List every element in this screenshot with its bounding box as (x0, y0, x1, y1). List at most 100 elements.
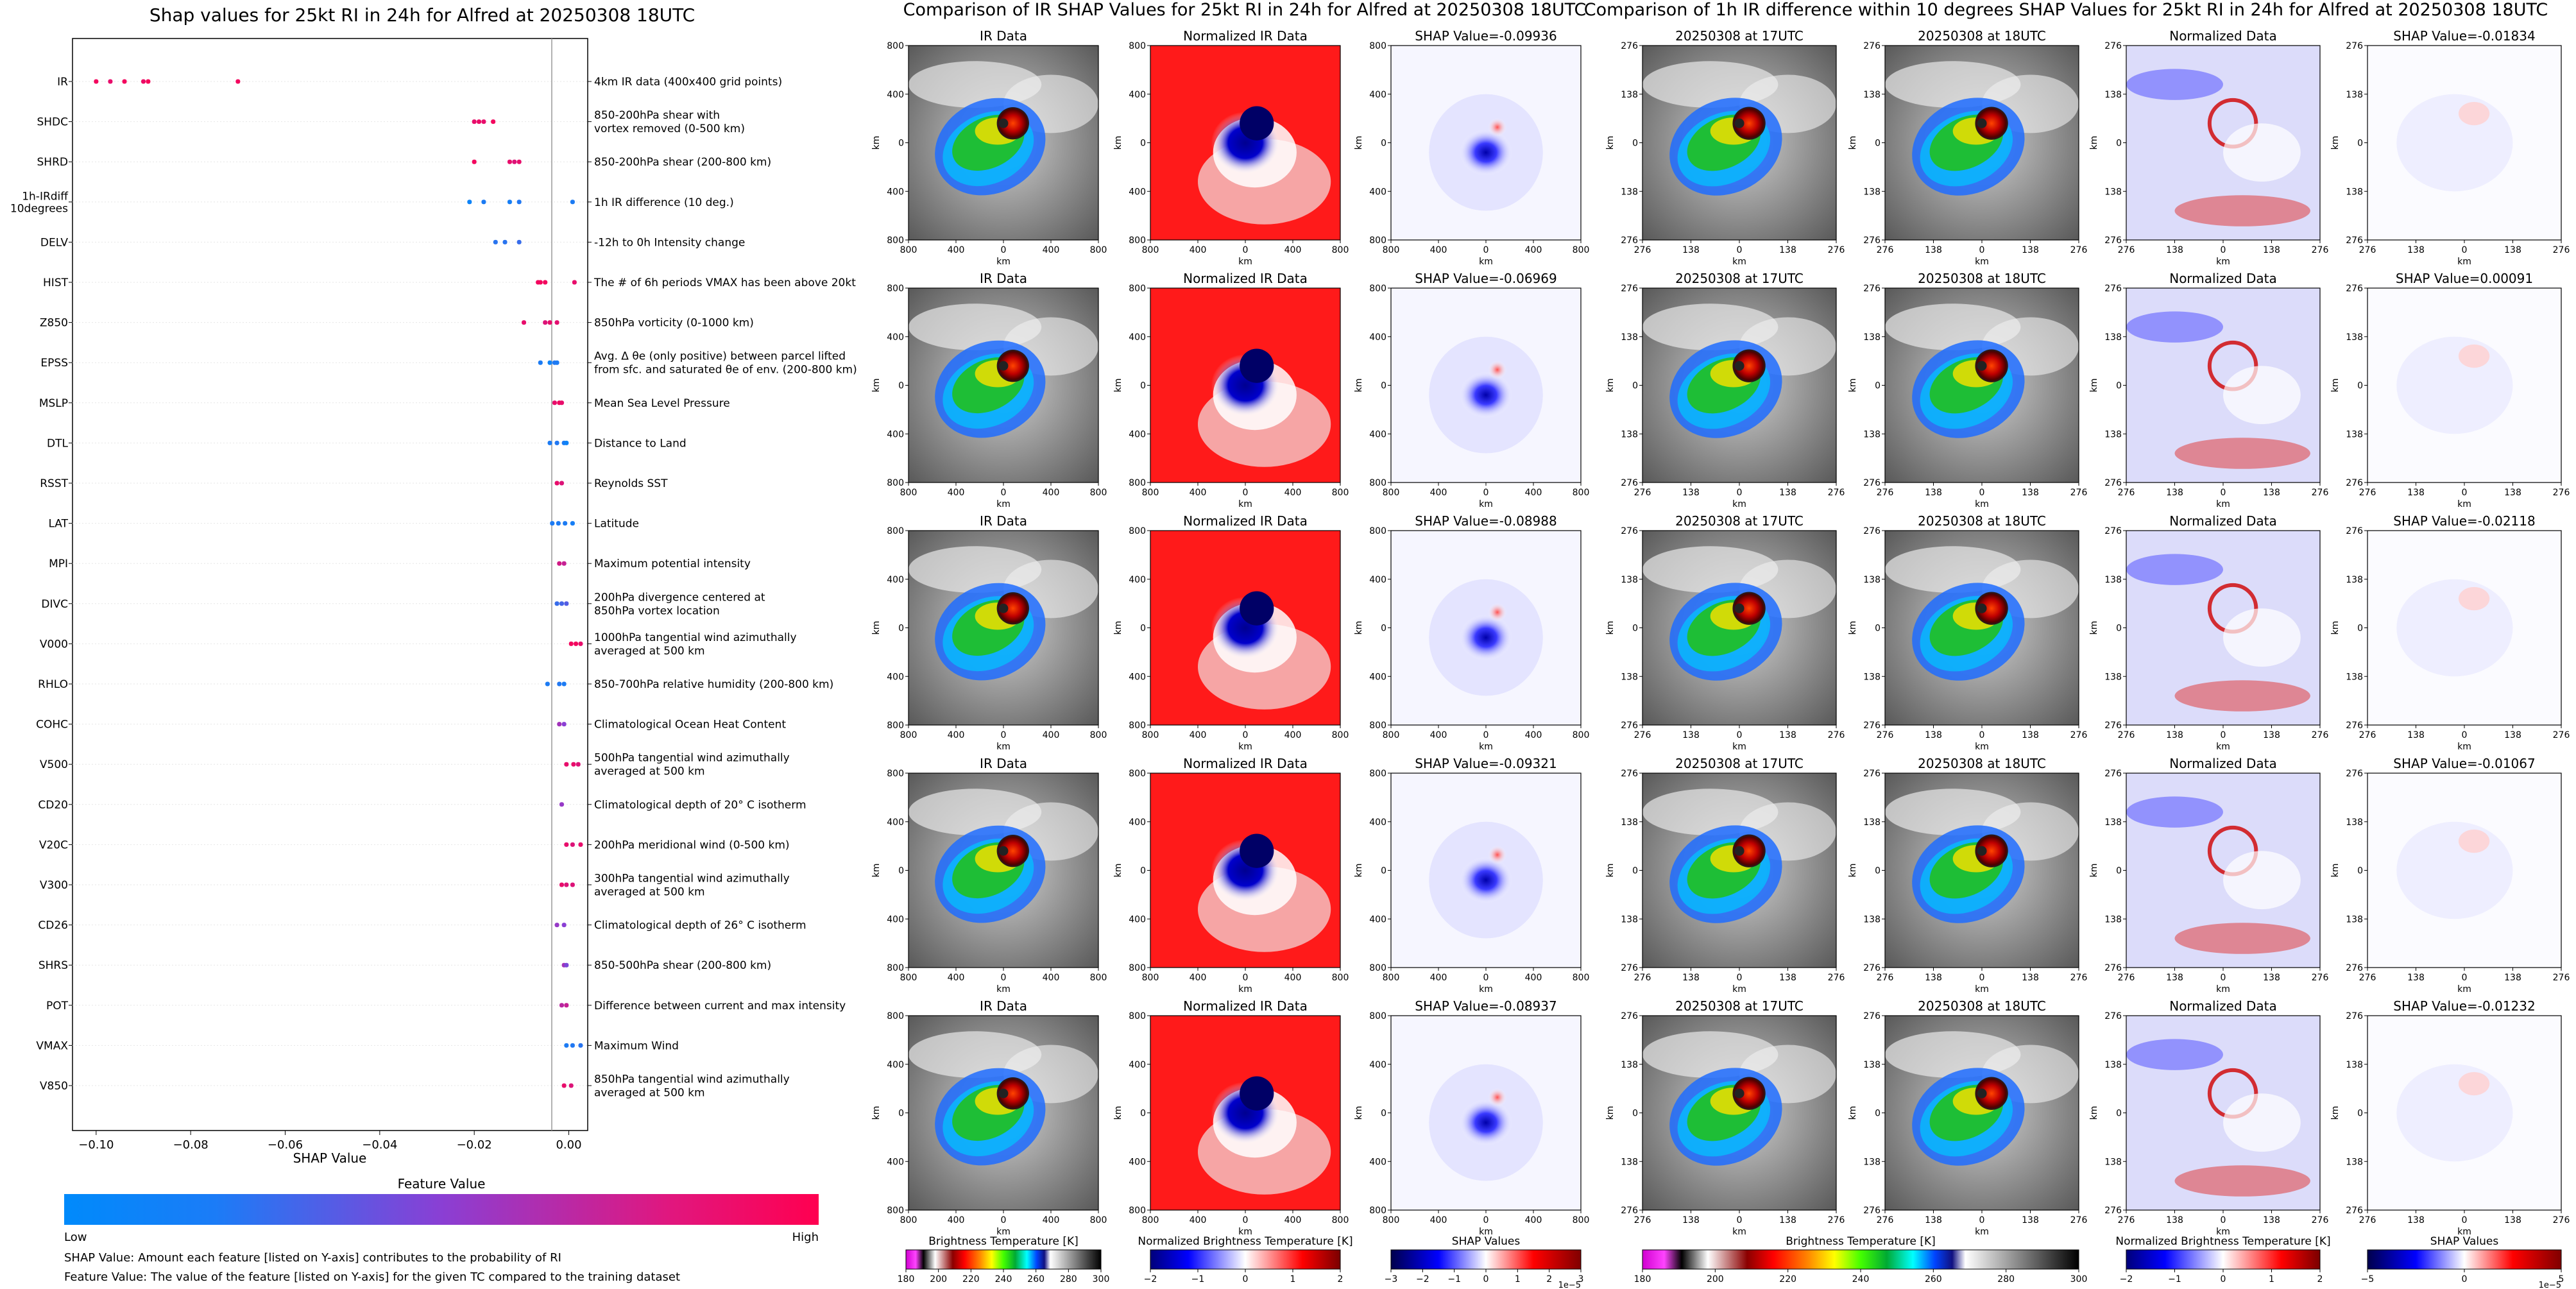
y-tick-label: 400 (1369, 187, 1386, 197)
storm-eye (1734, 118, 1744, 128)
colorbar-tick-label: 3 (1578, 1274, 1584, 1285)
x-tick-label: 138 (2504, 488, 2521, 498)
y-tick-label: 276 (1621, 284, 1638, 294)
diff-panel-r3-c3: SHAP Value=-0.01067276276138138001381382… (2330, 756, 2570, 994)
y-tick-label: 400 (1369, 332, 1386, 343)
x-tick-label: 400 (1284, 730, 1302, 740)
y-tick-label: 138 (2346, 914, 2363, 925)
y-tick-label: 800 (1129, 478, 1146, 488)
y-axis-unit: km (1113, 864, 1123, 878)
x-axis-unit: km (1238, 984, 1252, 994)
ir-panel-r3-c2: SHAP Value=-0.09321800800400400004004008… (1354, 756, 1589, 994)
x-tick-label: 138 (2166, 1215, 2183, 1225)
x-tick-label: 0 (1243, 730, 1249, 740)
colorbar-tick-label: 240 (995, 1274, 1012, 1285)
shap-point (564, 882, 569, 887)
feature-description: 200hPa divergence centered at 850hPa vort… (594, 591, 765, 617)
diff-red-band (2174, 923, 2310, 954)
diff-section-title: Comparison of 1h IR difference within 10… (1584, 0, 2548, 20)
y-tick-label: 138 (2346, 817, 2363, 828)
shap-point (94, 79, 99, 84)
y-tick-label: 800 (1369, 769, 1386, 779)
y-tick-label: 276 (2104, 41, 2122, 51)
x-tick-label: 276 (2359, 973, 2376, 983)
norm-core (1240, 833, 1274, 868)
storm-eye (1977, 846, 1987, 856)
x-tick-label: 0 (1979, 488, 1985, 498)
shap-point (547, 440, 552, 445)
panel-title: Normalized IR Data (1183, 271, 1308, 286)
x-tick-label: 0 (1483, 730, 1489, 740)
panel-title: Normalized IR Data (1183, 513, 1308, 529)
shap-point (561, 1083, 567, 1088)
x-tick-label: 800 (1090, 1215, 1107, 1225)
y-tick-label: 800 (1129, 284, 1146, 294)
y-tick-label: 400 (1129, 672, 1146, 682)
panel-title: SHAP Value=-0.08988 (1415, 513, 1557, 529)
feature-code-label: CD20 (38, 799, 68, 812)
panel-title: 20250308 at 18UTC (1918, 271, 2046, 286)
x-tick-label: 276 (1877, 973, 1894, 983)
x-tick-label: 138 (1779, 488, 1796, 498)
y-tick-label: 0 (2357, 381, 2363, 391)
colorbar-high-label: High (792, 1231, 819, 1244)
shap-point (543, 320, 548, 325)
storm-core (996, 835, 1029, 867)
feature-value-colorbar (64, 1194, 819, 1225)
feature-description: Mean Sea Level Pressure (594, 397, 730, 410)
diff-shap-faint-red (2458, 586, 2490, 611)
shap-point (467, 200, 472, 205)
y-tick-label: 276 (2346, 41, 2363, 51)
shap-point (574, 641, 579, 646)
x-tick-label: 0.00 (556, 1138, 581, 1152)
storm-core (996, 592, 1029, 625)
y-tick-label: 138 (1863, 187, 1881, 197)
y-tick-label: 800 (1129, 526, 1146, 536)
y-axis-unit: km (2330, 136, 2341, 150)
x-tick-label: 0 (1979, 730, 1985, 740)
y-tick-label: 400 (1369, 1157, 1386, 1167)
y-tick-label: 276 (2346, 478, 2363, 488)
y-tick-label: 276 (1863, 41, 1881, 51)
y-tick-label: 400 (887, 672, 904, 682)
x-tick-label: 138 (2407, 973, 2425, 983)
panel-title: IR Data (980, 513, 1027, 529)
y-axis-unit: km (2089, 136, 2099, 150)
x-tick-label: 400 (1043, 730, 1060, 740)
x-tick-label: 400 (1430, 973, 1447, 983)
y-tick-label: 0 (1140, 624, 1146, 634)
colorbar-tick-label: −1 (1447, 1274, 1461, 1285)
x-axis-unit: km (1975, 742, 1989, 752)
shap-point (561, 722, 567, 727)
shap-point (481, 119, 486, 124)
colorbars: Brightness Temperature [K]180 200 220 240 26… (898, 1235, 2564, 1289)
x-tick-label: 400 (1043, 1215, 1060, 1225)
y-tick-label: 138 (2346, 1060, 2363, 1070)
ir-panel-r4-c2: SHAP Value=-0.08937800800400400004004008… (1354, 998, 1589, 1237)
feature-code-label: RSST (40, 477, 68, 490)
y-tick-label: 0 (1140, 139, 1146, 149)
x-tick-label: 400 (1430, 488, 1447, 498)
x-tick-label: 400 (948, 245, 965, 255)
x-tick-label: 0 (1483, 1215, 1489, 1225)
x-tick-label: 138 (2022, 488, 2039, 498)
feature-description: 4km IR data (400x400 grid points) (594, 76, 782, 89)
shap-point (554, 440, 559, 445)
y-tick-label: 800 (887, 284, 904, 294)
ir-panel-r0-c2: SHAP Value=-0.09936800800400400004004008… (1354, 28, 1589, 267)
diff-blue-band (2126, 69, 2223, 100)
x-tick-label: 0 (2221, 1215, 2226, 1225)
feature-code-label: SHRD (37, 156, 68, 169)
diff-shap-faint-blue (2396, 94, 2513, 192)
y-axis-unit: km (2089, 621, 2099, 635)
x-tick-label: 400 (1525, 488, 1542, 498)
shap-point (493, 239, 498, 244)
ir-image-grid: IR Data 800 800 400 400 0 0 400 400 800 800 km km Nor… (871, 28, 1589, 1237)
shap-point (141, 79, 146, 84)
feature-code-label: V300 (40, 879, 68, 892)
x-tick-label: 138 (2166, 488, 2183, 498)
y-tick-label: 800 (1129, 721, 1146, 731)
x-tick-label: 800 (1573, 245, 1590, 255)
shap-point (502, 239, 508, 244)
y-axis-unit: km (871, 1106, 882, 1120)
